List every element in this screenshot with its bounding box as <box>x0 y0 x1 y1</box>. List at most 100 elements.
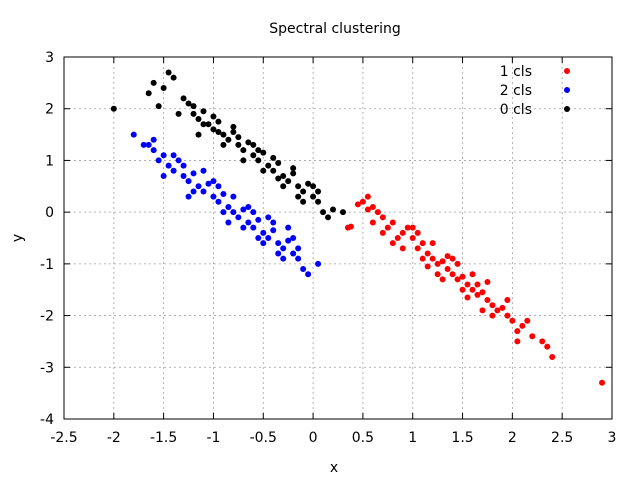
data-point <box>484 278 491 285</box>
data-point <box>230 123 237 130</box>
data-point <box>354 201 361 208</box>
data-point <box>384 224 391 231</box>
data-point <box>399 229 406 236</box>
data-point <box>504 312 511 319</box>
data-point <box>165 162 172 169</box>
data-point <box>130 131 137 138</box>
data-point <box>374 209 381 216</box>
data-point <box>449 255 456 262</box>
data-point <box>290 170 297 177</box>
data-point <box>305 271 312 278</box>
data-point <box>339 209 346 216</box>
data-point <box>474 291 481 298</box>
data-point <box>200 188 207 195</box>
data-point <box>255 157 262 164</box>
data-point <box>305 180 312 187</box>
data-point <box>320 209 327 216</box>
data-point <box>195 131 202 138</box>
data-point <box>195 183 202 190</box>
legend-label: 0 cls <box>500 102 532 118</box>
x-tick-label: -2 <box>107 430 121 446</box>
data-point <box>544 343 551 350</box>
data-point <box>439 276 446 283</box>
data-point <box>220 209 227 216</box>
data-point <box>235 214 242 221</box>
y-tick-label: 2 <box>45 102 54 118</box>
data-point <box>185 100 192 107</box>
data-point <box>170 74 177 81</box>
data-point <box>394 235 401 241</box>
data-point <box>250 141 257 148</box>
data-point <box>414 229 421 236</box>
data-point <box>275 240 282 247</box>
data-point <box>200 121 207 128</box>
data-point <box>150 79 157 86</box>
data-point <box>260 229 267 236</box>
y-tick-label: -3 <box>40 360 54 376</box>
y-tick-label: 3 <box>45 50 54 66</box>
data-point <box>479 289 486 296</box>
data-point <box>265 214 272 221</box>
data-point <box>290 250 297 257</box>
data-point <box>524 317 531 324</box>
data-point <box>160 152 167 159</box>
data-point <box>205 121 212 128</box>
data-point <box>190 188 197 195</box>
data-point <box>165 69 172 76</box>
data-point <box>190 103 197 110</box>
x-tick-label: -1.5 <box>150 430 177 446</box>
data-point <box>225 136 232 143</box>
data-point <box>230 209 237 216</box>
data-point <box>359 198 366 205</box>
data-point <box>300 188 307 195</box>
data-point <box>145 141 152 148</box>
data-point <box>330 206 337 213</box>
data-point <box>255 147 262 154</box>
data-point <box>424 263 431 270</box>
data-point <box>230 193 237 200</box>
x-tick-label: 1 <box>408 430 417 446</box>
data-point <box>240 157 247 164</box>
data-point <box>419 240 426 247</box>
data-point <box>185 193 192 200</box>
data-point <box>454 260 461 267</box>
data-point <box>240 206 247 213</box>
data-point <box>150 136 157 143</box>
data-point <box>449 271 456 278</box>
data-point <box>280 255 287 262</box>
legend-marker <box>564 87 570 93</box>
data-point <box>245 139 252 146</box>
x-tick-label: -2.5 <box>50 430 77 446</box>
x-tick-label: 3 <box>608 430 617 446</box>
data-point <box>245 219 252 226</box>
legend-marker <box>564 106 570 112</box>
data-point <box>399 245 406 252</box>
chart-title: Spectral clustering <box>269 21 401 37</box>
data-point <box>285 224 292 231</box>
data-point <box>514 328 521 335</box>
data-point <box>315 198 322 205</box>
data-point <box>185 178 192 185</box>
data-point <box>504 297 511 304</box>
data-point <box>444 253 451 260</box>
data-point <box>539 338 546 345</box>
data-point <box>215 128 222 135</box>
y-tick-label: 0 <box>45 205 54 221</box>
data-point <box>210 113 217 120</box>
data-point <box>110 105 117 112</box>
data-point <box>419 255 426 262</box>
data-point <box>215 118 222 125</box>
data-point <box>429 240 436 247</box>
x-tick-label: 1.5 <box>451 430 473 446</box>
data-point <box>275 160 282 167</box>
data-point <box>210 178 217 185</box>
data-point <box>459 273 466 280</box>
data-point <box>404 224 411 231</box>
data-point <box>295 245 302 252</box>
x-tick-label: -0.5 <box>250 430 277 446</box>
data-point <box>280 245 287 252</box>
data-point <box>150 147 157 154</box>
data-point <box>250 152 257 159</box>
